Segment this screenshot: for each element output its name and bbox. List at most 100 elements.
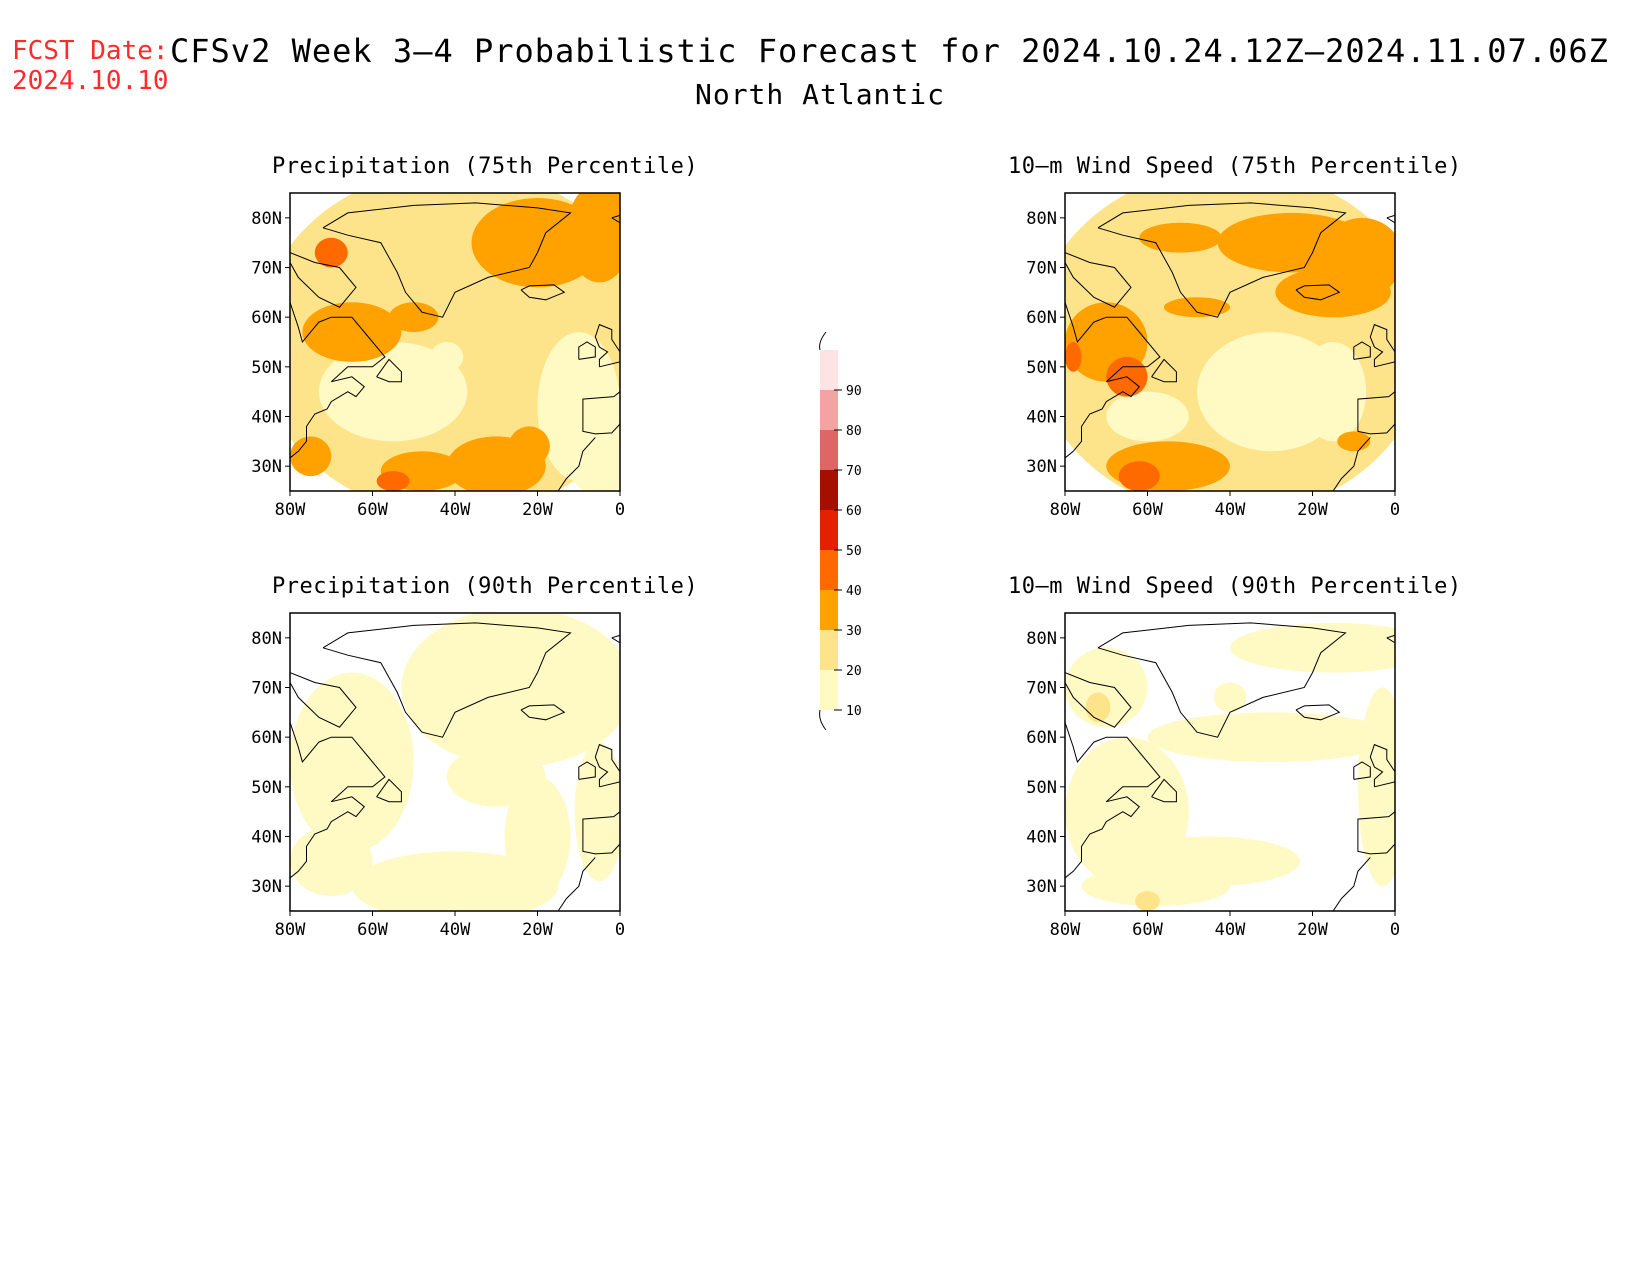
lat-tick-label: 50N	[1026, 358, 1057, 378]
probability-region	[566, 416, 620, 491]
coastline	[594, 323, 620, 368]
colorbar-top-arrow	[819, 331, 827, 351]
colorbar-swatch	[820, 550, 838, 590]
probability-region	[290, 436, 332, 477]
lon-tick-label: 40W	[1215, 500, 1246, 520]
lon-tick-label: 40W	[1215, 920, 1246, 940]
colorbar-swatch	[820, 430, 838, 470]
probability-region	[290, 826, 373, 897]
colorbar-swatch	[820, 350, 838, 390]
lat-tick-label: 70N	[251, 679, 282, 699]
coastline	[1065, 252, 1132, 308]
lat-tick-label: 80N	[1026, 209, 1057, 229]
lat-tick-label: 40N	[1026, 408, 1057, 428]
coastline	[1386, 214, 1395, 224]
colorbar-swatch	[820, 590, 838, 630]
coastline	[1353, 761, 1371, 780]
lat-tick-label: 60N	[1026, 308, 1057, 328]
probability-region	[401, 613, 620, 767]
map-precip-90: 80N 70N 60N 50N 40N 30N 80W 60W 40W 20W 0	[251, 612, 625, 940]
lon-tick-label: 0	[615, 500, 625, 520]
probability-region	[302, 302, 402, 362]
probability-region	[1147, 712, 1395, 762]
coastline	[322, 202, 572, 318]
shading-layer	[290, 613, 620, 911]
probability-region	[1106, 391, 1189, 442]
probability-region	[1337, 431, 1371, 452]
coastline	[1097, 622, 1347, 738]
probability-region	[446, 747, 546, 807]
lon-tick-label: 80W	[275, 500, 306, 520]
probability-region	[1085, 692, 1111, 723]
probability-region	[1230, 622, 1395, 673]
lat-tick-label: 70N	[1026, 679, 1057, 699]
shading-layer	[1065, 622, 1395, 911]
colorbar-tick-label: 80	[846, 424, 862, 439]
lon-tick-label: 60W	[1132, 500, 1163, 520]
coastline	[520, 704, 566, 721]
probability-region	[1357, 687, 1395, 887]
coastline	[1065, 722, 1161, 879]
probability-region	[1320, 217, 1395, 298]
probability-colorbar: 10 20 30 40 50 60 70 80 90	[819, 331, 862, 731]
coastline	[557, 437, 596, 491]
lat-tick-label: 50N	[1026, 778, 1057, 798]
lat-tick-label: 60N	[1026, 728, 1057, 748]
colorbar-bottom-arrow	[819, 709, 827, 731]
colorbar-tick-label: 50	[846, 544, 862, 559]
probability-region	[504, 776, 571, 897]
probability-region	[1164, 297, 1230, 318]
colorbar-tick-label: 10	[846, 704, 862, 719]
colorbar-tick-label: 40	[846, 584, 862, 599]
coastline	[1295, 704, 1341, 721]
lon-tick-label: 0	[615, 920, 625, 940]
colorbar-swatch	[820, 390, 838, 430]
coastline	[1357, 391, 1395, 435]
lon-tick-label: 20W	[1297, 500, 1328, 520]
probability-region	[508, 426, 550, 467]
lon-tick-label: 20W	[1297, 920, 1328, 940]
probability-region	[1213, 682, 1247, 713]
lat-tick-label: 30N	[1026, 877, 1057, 897]
probability-region	[574, 742, 620, 882]
lon-tick-label: 80W	[275, 920, 306, 940]
map-wind-90: 80N 70N 60N 50N 40N 30N 80W 60W 40W 20W 0	[1026, 612, 1400, 940]
probability-region	[566, 193, 620, 283]
coastline	[376, 778, 402, 803]
coastline	[594, 743, 620, 788]
coastline	[1065, 302, 1161, 459]
panel-title-precip-75: Precipitation (75th Percentile)	[272, 154, 699, 179]
coastline	[1295, 284, 1341, 301]
map-wind-75: 80N 70N 60N 50N 40N 30N 80W 60W 40W 20W 0	[1026, 192, 1400, 520]
probability-region	[389, 302, 439, 333]
coastline	[1332, 437, 1371, 491]
probability-region	[1065, 342, 1082, 372]
probability-region	[1081, 866, 1230, 907]
region-title: North Atlantic	[694, 78, 945, 111]
colorbar-tick-label: 70	[846, 464, 862, 479]
shading-layer	[1065, 193, 1395, 491]
coastline	[582, 811, 620, 855]
coastline	[1386, 634, 1395, 644]
coastline	[611, 214, 620, 224]
colorbar-swatch	[820, 470, 838, 510]
coastline	[290, 302, 386, 459]
coastline	[557, 857, 596, 911]
colorbar-swatch	[820, 630, 838, 670]
lat-tick-label: 40N	[251, 828, 282, 848]
lat-tick-label: 60N	[251, 728, 282, 748]
colorbar-tick-label: 30	[846, 624, 862, 639]
coastline	[582, 391, 620, 435]
probability-region	[1118, 461, 1160, 491]
coastline	[1369, 743, 1395, 788]
probability-region	[1300, 342, 1367, 442]
lat-tick-label: 80N	[1026, 629, 1057, 649]
coastline	[1332, 857, 1371, 911]
panel-title-precip-90: Precipitation (90th Percentile)	[272, 574, 699, 599]
probability-region	[1139, 222, 1222, 253]
coastline	[1151, 358, 1177, 383]
coastline	[376, 358, 402, 383]
colorbar-tick-label: 20	[846, 664, 862, 679]
coastline	[520, 284, 566, 301]
lat-tick-label: 50N	[251, 358, 282, 378]
